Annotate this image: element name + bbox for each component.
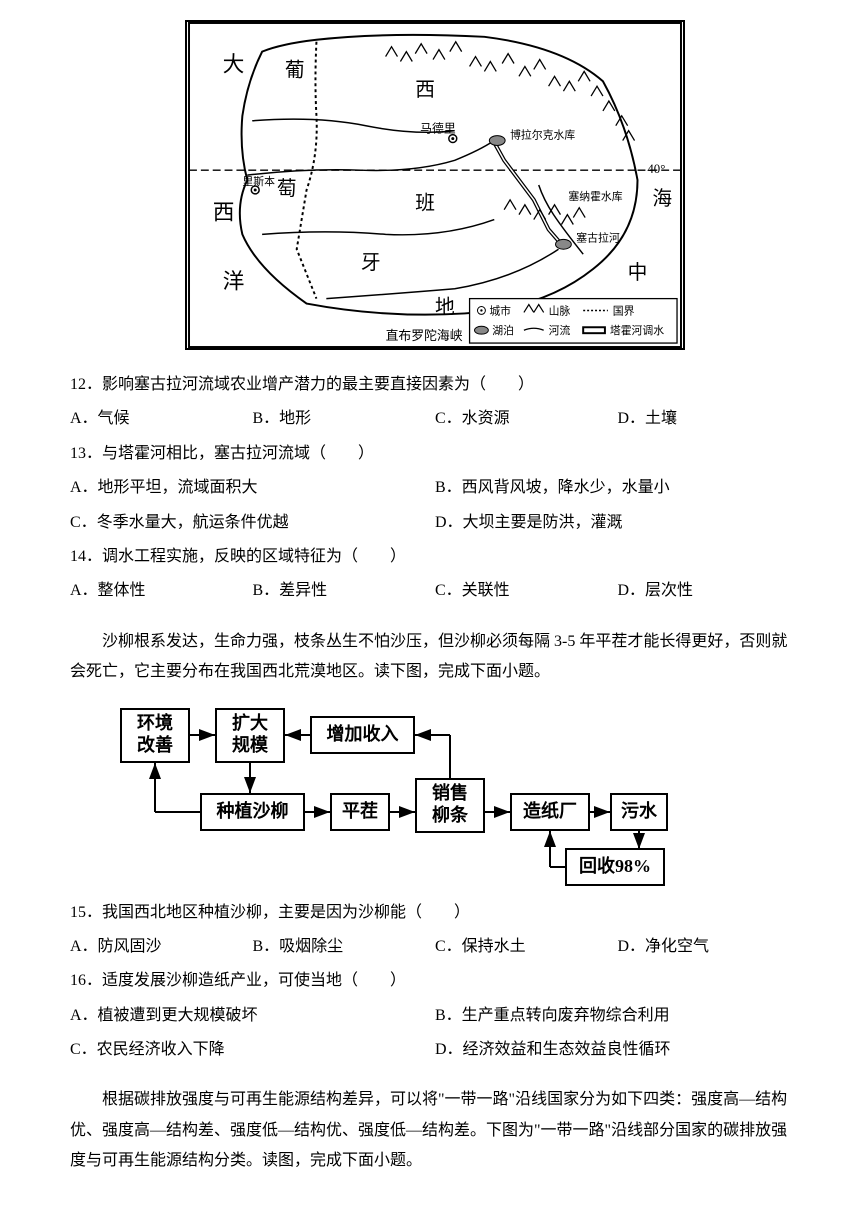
q15-stem: 15．我国西北地区种植沙柳，主要是因为沙柳能（ ） (70, 898, 800, 928)
flow-node-plant: 种植沙柳 (200, 793, 305, 831)
legend-lake: 湖泊 (492, 324, 514, 337)
label-sp1: 西 (415, 79, 435, 101)
spain-map-figure: 大 西 洋 葡 萄 西 班 牙 地 中 海 马德里 里斯本 博拉尔克水库 塞纳霍… (185, 20, 685, 350)
flow-node-env: 环境 改善 (120, 708, 190, 763)
passage-shaliu: 沙柳根系发达，生命力强，枝条丛生不怕沙压，但沙柳必须每隔 3-5 年平茬才能长得… (70, 627, 800, 688)
legend-city: 城市 (489, 303, 511, 317)
label-lat: 40° (647, 162, 665, 176)
flow-node-sell: 销售 柳条 (415, 778, 485, 833)
label-strait: 直布罗陀海峡 (386, 328, 463, 343)
label-med2: 中 (628, 262, 648, 284)
legend-border: 国界 (613, 304, 635, 317)
q14-a: A．整体性 (70, 576, 253, 606)
q14-d: D．层次性 (618, 576, 801, 606)
label-atl2: 洋 (223, 270, 245, 294)
label-por1: 葡 (285, 59, 305, 81)
q16-options-1: A．植被遭到更大规模破坏 B．生产重点转向废弃物综合利用 (70, 1001, 800, 1031)
flow-node-mill: 造纸厂 (510, 793, 590, 831)
q14-c: C．关联性 (435, 576, 618, 606)
q14-b: B．差异性 (253, 576, 436, 606)
q13-c: C．冬季水量大，航运条件优越 (70, 508, 435, 538)
label-lisbon: 里斯本 (242, 174, 275, 188)
label-res1: 博拉尔克水库 (510, 128, 575, 142)
q12-stem: 12．影响塞古拉河流域农业增产潜力的最主要直接因素为（ ） (70, 370, 800, 400)
q12-d: D．土壤 (618, 404, 801, 434)
legend-river: 河流 (549, 323, 571, 337)
label-sp2: 班 (415, 193, 435, 215)
q15-options: A．防风固沙 B．吸烟除尘 C．保持水土 D．净化空气 (70, 932, 800, 962)
flow-node-sewage: 污水 (610, 793, 668, 831)
q16-options-2: C．农民经济收入下降 D．经济效益和生态效益良性循环 (70, 1035, 800, 1065)
q13-a: A．地形平坦，流域面积大 (70, 473, 435, 503)
q12-options: A．气候 B．地形 C．水资源 D．土壤 (70, 404, 800, 434)
q13-b: B．西风背风坡，降水少，水量小 (435, 473, 800, 503)
flow-node-scale: 扩大 规模 (215, 708, 285, 763)
q16-c: C．农民经济收入下降 (70, 1035, 435, 1065)
label-med3: 海 (652, 188, 672, 210)
q12-a: A．气候 (70, 404, 253, 434)
flow-node-recycle: 回收98% (565, 848, 665, 886)
label-sp3: 牙 (361, 252, 381, 274)
q12-b: B．地形 (253, 404, 436, 434)
legend-project: 塔霍河调水 (610, 324, 664, 337)
q14-stem: 14．调水工程实施，反映的区域特征为（ ） (70, 542, 800, 572)
q16-a: A．植被遭到更大规模破坏 (70, 1001, 435, 1031)
label-madrid: 马德里 (420, 122, 456, 136)
q16-stem: 16．适度发展沙柳造纸产业，可使当地（ ） (70, 966, 800, 996)
q12-c: C．水资源 (435, 404, 618, 434)
q13-d: D．大坝主要是防洪，灌溉 (435, 508, 800, 538)
label-river: 塞古拉河 (576, 230, 620, 244)
q15-d: D．净化空气 (618, 932, 801, 962)
passage-belt-road: 根据碳排放强度与可再生能源结构差异，可以将"一带一路"沿线国家分为如下四类：强度… (70, 1085, 800, 1176)
label-por2: 萄 (277, 178, 297, 200)
label-atl1: 西 (213, 201, 235, 225)
flow-node-cut: 平茬 (330, 793, 390, 831)
shaliu-flow-figure: 环境 改善扩大 规模增加收入种植沙柳平茬销售 柳条造纸厂污水回收98% (110, 698, 670, 888)
q15-a: A．防风固沙 (70, 932, 253, 962)
q13-stem: 13．与塔霍河相比，塞古拉河流域（ ） (70, 439, 800, 469)
q16-d: D．经济效益和生态效益良性循环 (435, 1035, 800, 1065)
label-big: 大 (223, 52, 245, 76)
q13-options-2: C．冬季水量大，航运条件优越 D．大坝主要是防洪，灌溉 (70, 508, 800, 538)
legend-mountain: 山脉 (549, 303, 571, 317)
flow-container: 环境 改善扩大 规模增加收入种植沙柳平茬销售 柳条造纸厂污水回收98% (110, 698, 800, 888)
flow-node-income: 增加收入 (310, 716, 415, 754)
q15-b: B．吸烟除尘 (253, 932, 436, 962)
q14-options: A．整体性 B．差异性 C．关联性 D．层次性 (70, 576, 800, 606)
map-container: 大 西 洋 葡 萄 西 班 牙 地 中 海 马德里 里斯本 博拉尔克水库 塞纳霍… (70, 20, 800, 350)
q16-b: B．生产重点转向废弃物综合利用 (435, 1001, 800, 1031)
q13-options-1: A．地形平坦，流域面积大 B．西风背风坡，降水少，水量小 (70, 473, 800, 503)
label-res2: 塞纳霍水库 (568, 189, 622, 203)
label-med1: 地 (435, 296, 455, 318)
q15-c: C．保持水土 (435, 932, 618, 962)
